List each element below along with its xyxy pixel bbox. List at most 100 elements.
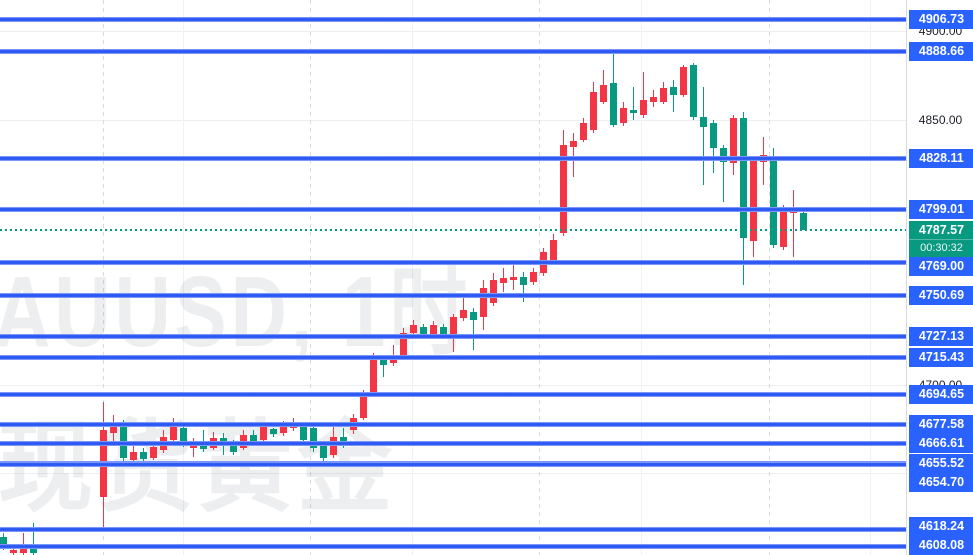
candle-wick — [23, 532, 24, 555]
candle-body — [430, 324, 437, 335]
price-level-line[interactable] — [0, 441, 908, 447]
candle-body — [660, 87, 667, 102]
price-level-line[interactable] — [0, 544, 908, 550]
watermark-subtitle-text: 现货黄金 — [0, 412, 397, 524]
candle-body — [380, 357, 387, 365]
bar-close-countdown: 00:30:32 — [909, 238, 973, 257]
level-price-label[interactable]: 4750.69 — [909, 285, 973, 305]
candle-body — [230, 444, 237, 452]
level-price-label[interactable]: 4618.24 — [909, 516, 973, 536]
candle-wick — [723, 145, 724, 202]
price-level-line[interactable] — [0, 155, 908, 161]
level-price-label[interactable]: 4799.01 — [909, 200, 973, 220]
price-level-line[interactable] — [0, 207, 908, 213]
candle-body — [800, 213, 807, 230]
price-level-line[interactable] — [0, 391, 908, 397]
level-price-label[interactable]: 4888.66 — [909, 42, 973, 61]
candle-body — [410, 324, 417, 333]
candle-body — [530, 271, 537, 282]
current-price-line — [0, 229, 908, 231]
candle-body — [740, 118, 747, 238]
price-level-line[interactable] — [0, 526, 908, 532]
level-price-label[interactable]: 4727.13 — [909, 327, 973, 347]
axis-tick-label: 4850.00 — [918, 112, 963, 127]
candle-body — [130, 451, 137, 460]
price-level-line[interactable] — [0, 292, 908, 298]
candle-body — [500, 277, 507, 283]
candle-wick — [703, 86, 704, 185]
candle-body — [580, 122, 587, 140]
candle-body — [200, 444, 207, 449]
candle-body — [700, 116, 707, 127]
current-price-value: 4787.57 — [918, 222, 965, 237]
level-price-label[interactable]: 4906.73 — [909, 10, 973, 29]
candle-body — [270, 428, 277, 434]
session-break-line — [769, 0, 770, 555]
price-level-line[interactable] — [0, 354, 908, 360]
level-price-label[interactable]: 4655.52 — [909, 453, 973, 473]
level-price-label[interactable]: 4769.00 — [909, 257, 973, 276]
candle-body — [710, 122, 717, 148]
candle-wick — [523, 271, 524, 302]
candle-wick — [203, 430, 204, 452]
candle-wick — [33, 523, 34, 555]
candle-wick — [473, 308, 474, 350]
candle-body — [340, 436, 347, 442]
candle-wick — [673, 80, 674, 112]
candle-body — [730, 118, 737, 163]
candle-body — [650, 96, 657, 102]
level-price-label[interactable]: 4608.08 — [909, 536, 973, 555]
candle-body — [560, 145, 567, 233]
chart-pane[interactable]: AUUSD, 1时 现货黄金 — [0, 0, 908, 555]
current-price-label[interactable]: 4787.57 00:30:32 — [909, 220, 973, 257]
candle-body — [470, 312, 477, 320]
price-level-line[interactable] — [0, 334, 908, 340]
candle-body — [770, 157, 777, 245]
candle-body — [590, 92, 597, 130]
price-level-line[interactable] — [0, 17, 908, 22]
vertical-gridline — [641, 0, 642, 555]
candle-body — [520, 276, 527, 285]
candle-body — [620, 107, 627, 123]
candle-body — [370, 356, 377, 392]
candle-body — [250, 434, 257, 443]
level-price-label[interactable]: 4654.70 — [909, 473, 973, 493]
candle-body — [490, 279, 497, 303]
level-price-label[interactable]: 4666.61 — [909, 434, 973, 454]
price-level-line[interactable] — [0, 421, 908, 427]
candle-body — [450, 317, 457, 337]
candle-body — [690, 65, 697, 117]
session-break-line — [103, 0, 104, 555]
session-break-line — [539, 0, 540, 555]
horizontal-gridline — [0, 472, 908, 474]
candle-body — [10, 549, 17, 553]
level-price-label[interactable]: 4694.65 — [909, 384, 973, 404]
candle-body — [280, 425, 287, 433]
candle-body — [110, 427, 117, 433]
price-level-line[interactable] — [0, 462, 908, 468]
candle-body — [720, 148, 727, 162]
level-price-label[interactable]: 4828.11 — [909, 148, 973, 168]
horizontal-gridline — [0, 119, 908, 121]
price-level-line[interactable] — [0, 49, 908, 54]
level-price-label[interactable]: 4677.58 — [909, 414, 973, 434]
price-level-line[interactable] — [0, 260, 908, 266]
candle-body — [400, 332, 407, 355]
vertical-gridline — [870, 0, 871, 555]
level-price-label[interactable]: 4715.43 — [909, 347, 973, 367]
candle-body — [310, 428, 317, 448]
candle-body — [630, 110, 637, 113]
candle-wick — [573, 133, 574, 177]
candle-body — [680, 66, 687, 95]
candle-body — [570, 140, 577, 147]
candle-body — [780, 210, 787, 247]
candle-body — [480, 287, 487, 317]
vertical-gridline — [412, 0, 413, 555]
candle-body — [180, 428, 187, 443]
horizontal-gridline — [0, 384, 908, 386]
candle-body — [670, 86, 677, 95]
candle-body — [0, 537, 7, 548]
candle-body — [170, 427, 177, 440]
candle-wick — [793, 190, 794, 257]
